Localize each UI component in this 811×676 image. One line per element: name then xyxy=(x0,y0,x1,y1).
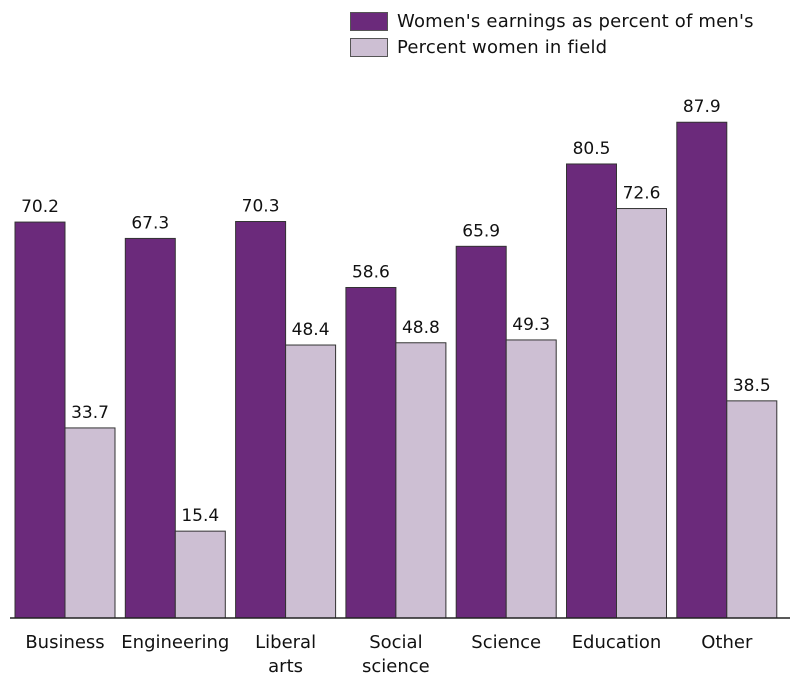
bar-liberal-arts-series-1 xyxy=(235,221,287,619)
bar-education-series-1 xyxy=(566,163,617,619)
legend-label-earnings: Women's earnings as percent of men's xyxy=(397,10,754,32)
legend: Women's earnings as percent of men's Per… xyxy=(350,8,754,60)
x-tick-label-business: Business xyxy=(25,632,104,653)
x-tick-label-other: Other xyxy=(701,632,753,653)
bar-science-series-1 xyxy=(455,245,507,619)
bar-education-series-2 xyxy=(616,208,667,619)
data-label-social-science-series-1: 58.6 xyxy=(352,262,390,282)
bar-liberal-arts-series-2 xyxy=(285,344,337,619)
bar-other-series-1 xyxy=(676,121,728,619)
legend-item-women-percent: Percent women in field xyxy=(350,34,754,60)
legend-swatch-women-percent xyxy=(350,37,388,57)
legend-item-earnings: Women's earnings as percent of men's xyxy=(350,8,754,34)
data-label-other-series-2: 38.5 xyxy=(733,376,771,396)
data-label-social-science-series-2: 48.8 xyxy=(402,318,440,338)
bar-social-science-series-1 xyxy=(345,286,397,619)
data-label-other-series-1: 87.9 xyxy=(683,97,721,117)
legend-label-women-percent: Percent women in field xyxy=(397,36,608,58)
data-label-education-series-1: 80.5 xyxy=(573,139,611,159)
data-label-science-series-2: 49.3 xyxy=(512,315,550,335)
bar-engineering-series-2 xyxy=(174,530,226,619)
bar-engineering-series-1 xyxy=(124,237,176,619)
x-tick-label-science: Science xyxy=(471,632,541,653)
bar-other-series-2 xyxy=(726,400,778,619)
data-label-liberal-arts-series-1: 70.3 xyxy=(242,197,280,217)
data-label-science-series-1: 65.9 xyxy=(462,221,500,241)
x-tick-label-engineering: Engineering xyxy=(121,632,229,653)
x-tick-label-social-science: Social science xyxy=(362,632,430,676)
x-tick-label-liberal-arts: Liberal arts xyxy=(255,632,316,676)
bar-business-series-1 xyxy=(14,221,66,619)
data-label-business-series-2: 33.7 xyxy=(71,403,109,423)
data-label-education-series-2: 72.6 xyxy=(623,184,661,204)
data-label-business-series-1: 70.2 xyxy=(21,197,59,217)
data-label-engineering-series-1: 67.3 xyxy=(131,213,169,233)
bar-business-series-2 xyxy=(64,427,116,619)
legend-swatch-earnings xyxy=(350,11,388,31)
x-tick-label-education: Education xyxy=(572,632,662,653)
data-label-liberal-arts-series-2: 48.4 xyxy=(292,320,330,340)
bar-science-series-2 xyxy=(505,339,557,619)
data-label-engineering-series-2: 15.4 xyxy=(181,506,219,526)
bar-social-science-series-2 xyxy=(395,342,447,619)
